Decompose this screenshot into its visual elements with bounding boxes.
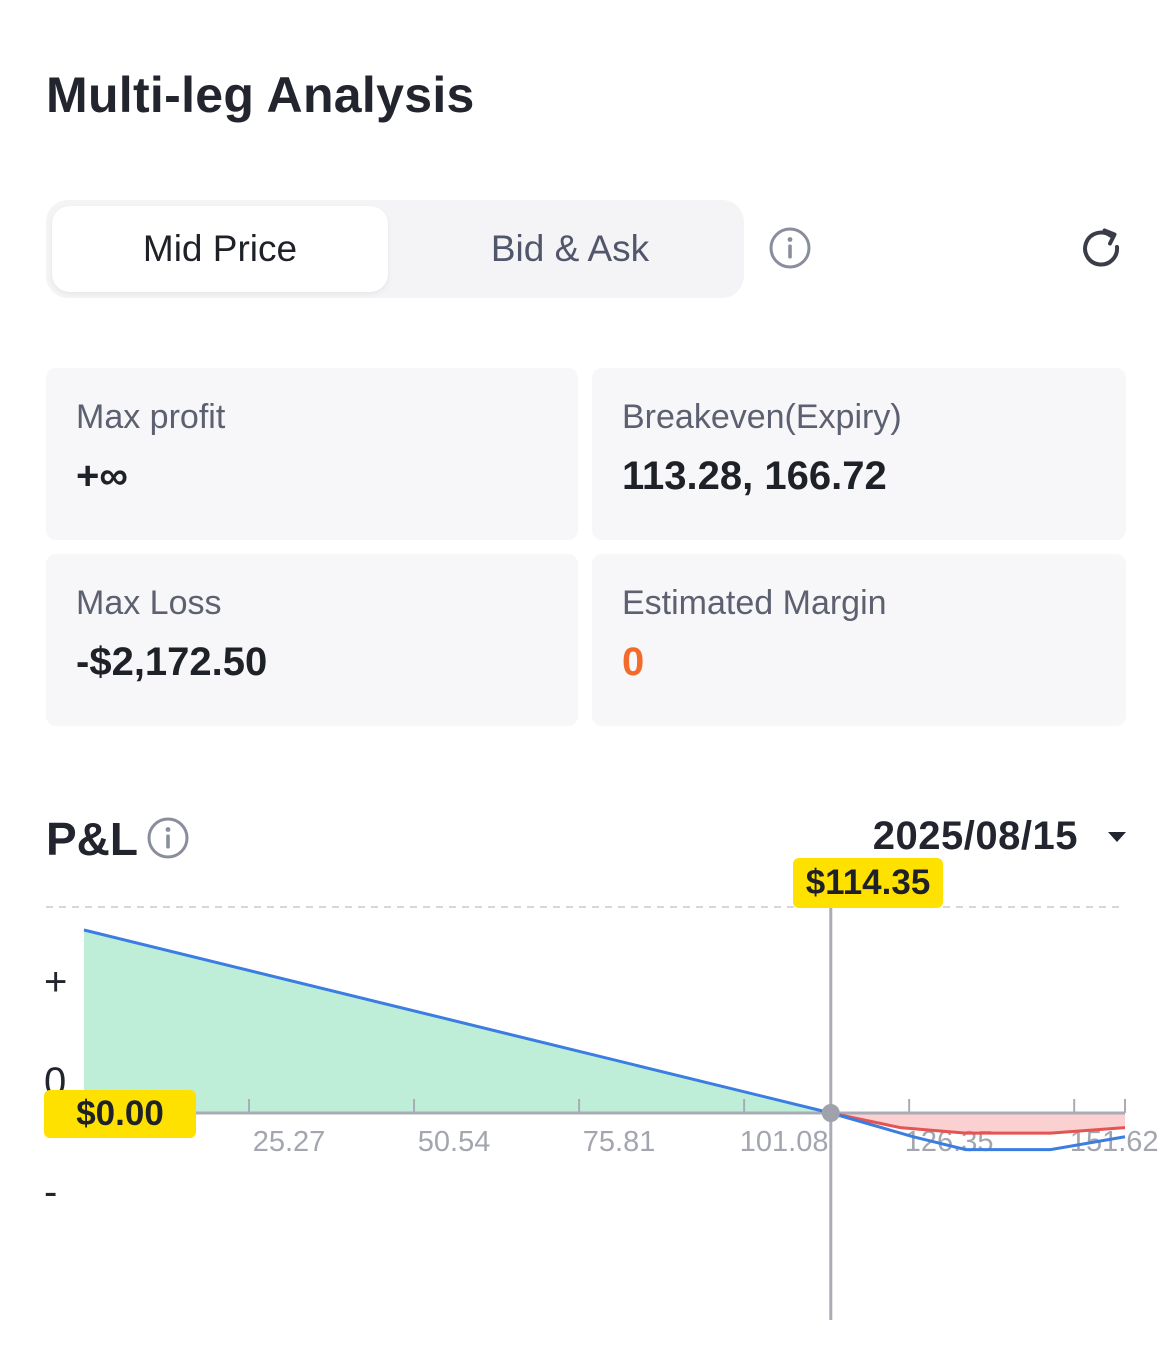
estimated-margin-card: Estimated Margin 0: [592, 554, 1126, 726]
refresh-icon[interactable]: [1080, 226, 1126, 272]
price-mode-segmented-control: Mid Price Bid & Ask: [46, 200, 744, 298]
x-tick-label: 50.54: [418, 1126, 491, 1158]
pnl-info-icon[interactable]: [146, 816, 190, 860]
pnl-chart-svg: 25.27 50.54 75.81 101.08 126.35 151.62: [46, 906, 1159, 1320]
breakeven-value: 113.28, 166.72: [622, 454, 887, 498]
pnl-chart[interactable]: 25.27 50.54 75.81 101.08 126.35 151.62 + 0 -: [0, 850, 1170, 1348]
estimated-margin-value: 0: [622, 640, 645, 684]
expiry-pnl-line: [83, 928, 1126, 1152]
x-tick-label: 75.81: [583, 1126, 656, 1158]
caret-down-icon: [1108, 831, 1126, 842]
date-text: 2025/08/15: [872, 814, 1078, 858]
current-price-badge: $114.35: [793, 858, 943, 908]
max-loss-card: Max Loss -$2,172.50: [46, 554, 578, 726]
estimated-margin-label: Estimated Margin: [622, 584, 887, 622]
breakeven-card: Breakeven(Expiry) 113.28, 166.72: [592, 368, 1126, 540]
y-label-plus: +: [44, 960, 68, 1004]
pnl-title: P&L: [46, 813, 138, 865]
x-tick-label: 101.08: [740, 1126, 829, 1158]
loss-area: [830, 1113, 1125, 1134]
current-price-marker: [821, 1104, 840, 1122]
max-loss-value: -$2,172.50: [76, 640, 268, 684]
breakeven-label: Breakeven(Expiry): [622, 398, 902, 436]
max-profit-label: Max profit: [76, 398, 226, 436]
today-pnl-line: [830, 1111, 1126, 1135]
max-loss-label: Max Loss: [76, 584, 222, 622]
pnl-value-badge: $0.00: [44, 1090, 196, 1138]
max-profit-value: +∞: [76, 454, 128, 498]
bid-ask-tab[interactable]: Bid & Ask: [490, 228, 650, 269]
date-dropdown[interactable]: 2025/08/15: [873, 814, 1126, 859]
max-profit-card: Max profit +∞: [46, 368, 578, 540]
y-label-minus: -: [44, 1170, 58, 1214]
x-tick-label: 25.27: [253, 1126, 326, 1158]
info-icon[interactable]: [768, 226, 812, 270]
mid-price-tab[interactable]: Mid Price: [52, 206, 388, 292]
page-title: Multi-leg Analysis: [46, 67, 475, 123]
